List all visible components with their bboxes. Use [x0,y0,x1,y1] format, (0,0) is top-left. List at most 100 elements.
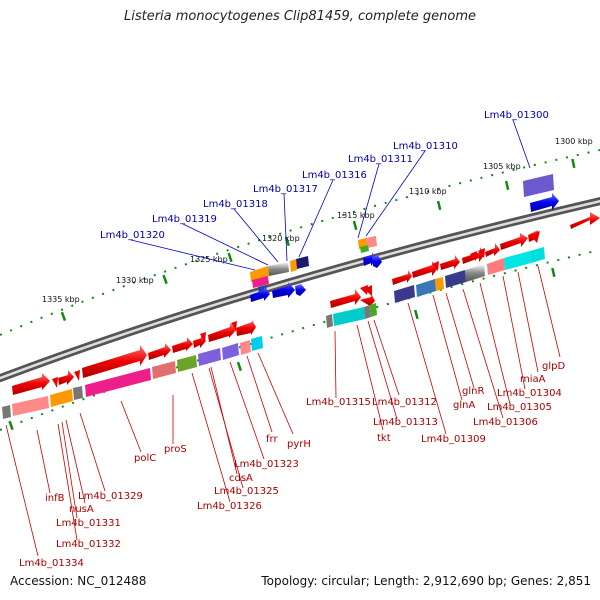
red-leader-lines [5,265,561,557]
gene-block [394,285,415,303]
gene-block [530,247,545,263]
gene-block [504,251,531,270]
gene-block [222,343,239,360]
gene-label-miaa: miaA [520,374,546,385]
gene-block [487,258,505,275]
gene-arrow [172,337,193,353]
gene-block [445,270,466,288]
scale-label-1305: 1305 kbp [483,162,521,171]
gene-label-lm4b-01312: Lm4b_01312 [372,397,437,408]
gene-label-lm4b-01326: Lm4b_01326 [197,501,262,512]
gene-label-lm4b-01320: Lm4b_01320 [100,230,165,241]
gene-block [366,236,377,248]
gene-arrow [58,370,74,385]
gene-block [2,405,11,419]
gene-markers [52,231,540,388]
gene-block [152,361,176,379]
gene-block [251,336,263,351]
gene-label-tkt: tkt [377,433,391,444]
gene-label-lm4b-01306: Lm4b_01306 [473,417,538,428]
scale-label-1325: 1325 kbp [190,255,228,264]
gene-arrow [272,282,295,298]
gene-label-lm4b-01325: Lm4b_01325 [214,486,279,497]
gene-arrow [295,284,306,296]
lower-scale-line [0,249,600,431]
gene-label-lm4b-01316: Lm4b_01316 [302,170,367,181]
scale-line [0,149,600,336]
gene-label-glnr: glnR [462,386,484,397]
gene-block [12,396,49,416]
gene-block [198,348,221,366]
gene-block [435,277,444,291]
upper-tracks [250,174,559,302]
gene-label-lm4b-01332: Lm4b_01332 [56,539,121,550]
gene-block [50,389,73,407]
genome-backbone [0,197,600,383]
upper-gene-arrows [12,212,600,395]
scale-label-1300: 1300 kbp [555,137,593,146]
gene-label-frr: frr [266,434,278,445]
scale-label-1330: 1330 kbp [116,276,154,285]
gene-block [250,266,269,282]
gene-block [370,303,377,317]
scale-label-1320: 1320 kbp [262,234,300,243]
gene-label-lm4b-01323: Lm4b_01323 [234,459,299,470]
blue-gene-labels: Lm4b_01300 Lm4b_01310 Lm4b_01311 Lm4b_01… [100,110,549,241]
gene-label-lm4b-01317: Lm4b_01317 [253,184,318,195]
gene-block [290,259,297,272]
gene-block [360,245,369,253]
gene-arrow [236,320,256,336]
gene-label-lm4b-01304: Lm4b_01304 [497,388,562,399]
gene-label-lm4b-01334: Lm4b_01334 [19,558,84,569]
gene-arrow [485,243,500,257]
gene-block [85,368,151,397]
gene-label-lm4b-01329: Lm4b_01329 [78,491,143,502]
gene-block [240,340,251,355]
scale-labels: 1300 kbp 1305 kbp 1310 kbp 1315 kbp 1320… [42,137,593,304]
gene-label-lm4b-01311: Lm4b_01311 [348,154,413,165]
genome-summary-text: Topology: circular; Length: 2,912,690 bp… [261,574,591,588]
gene-block [296,256,309,269]
lower-gene-blocks [2,247,545,419]
gene-block [252,276,269,288]
gene-block [73,386,83,400]
gene-label-lm4b-01313: Lm4b_01313 [373,417,438,428]
gene-block [326,314,333,328]
gene-label-lm4b-01305: Lm4b_01305 [487,402,552,413]
gene-label-lm4b-01300: Lm4b_01300 [484,110,549,121]
scale-label-1335: 1335 kbp [42,295,80,304]
gene-label-infb: infB [45,493,65,504]
gene-arrow [148,343,171,360]
gene-label-lm4b-01310: Lm4b_01310 [393,141,458,152]
gene-arrow [360,293,375,306]
gene-arrow [440,255,460,270]
gene-label-lm4b-01315: Lm4b_01315 [306,397,371,408]
gene-arrow [208,323,236,342]
gene-arrow [82,345,147,378]
gene-label-glna: glnA [453,400,475,411]
gene-arrow [372,255,382,268]
gene-arrow [412,261,438,278]
gene-label-lm4b-01309: Lm4b_01309 [421,434,486,445]
gene-label-cdsa: cdsA [229,473,253,484]
map-title: Listeria monocytogenes Clip81459, comple… [123,9,476,24]
gene-label-pyrh: pyrH [287,439,311,450]
gene-block [523,174,554,197]
gene-block [465,264,485,282]
gene-label-lm4b-01331: Lm4b_01331 [56,518,121,529]
blue-leader-lines [130,119,531,271]
gene-arrow [250,287,270,302]
gene-arrow [392,270,412,285]
scale-label-1315: 1315 kbp [337,211,375,220]
gene-arrow [500,233,528,250]
gene-label-lm4b-01319: Lm4b_01319 [152,214,217,225]
gene-label-lm4b-01318: Lm4b_01318 [203,199,268,210]
gene-block [333,307,365,326]
gene-arrow [530,193,559,212]
gene-label-glpd: glpD [542,361,565,372]
gene-arrow [12,373,50,395]
gene-block [177,355,197,372]
gene-block [416,279,436,297]
